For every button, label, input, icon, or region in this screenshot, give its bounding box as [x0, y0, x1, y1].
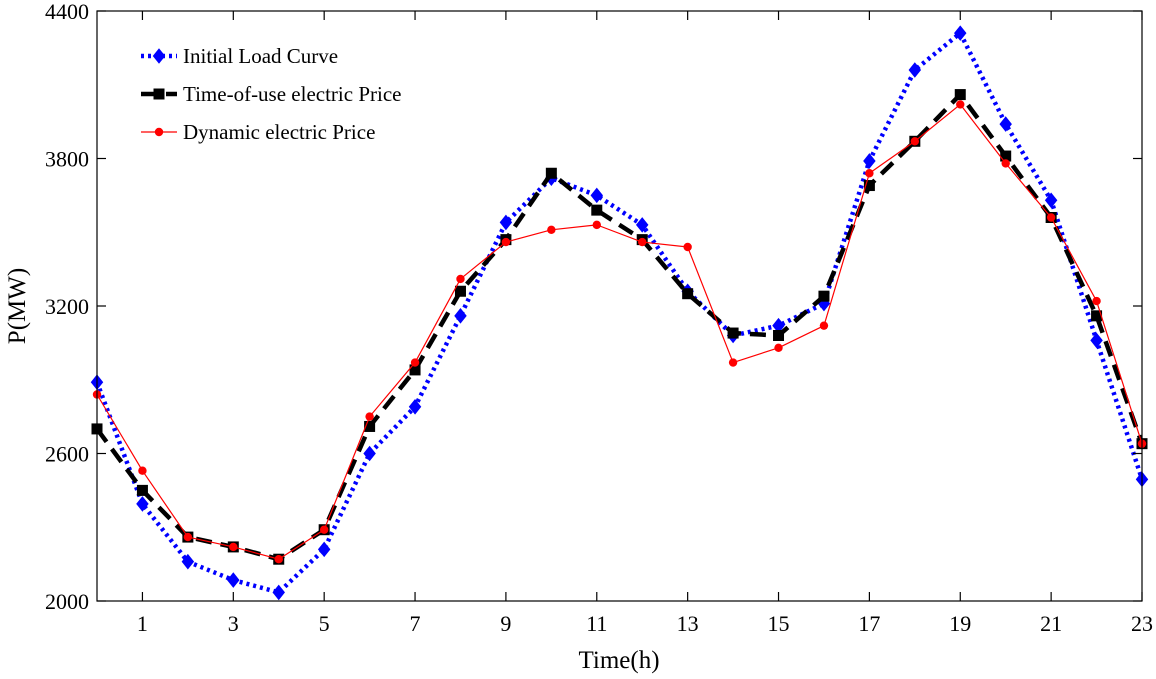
series-3-point [728, 358, 738, 367]
series-3-point [1046, 213, 1056, 222]
series-1-point [635, 217, 649, 233]
plot-area [97, 11, 1142, 601]
series-2-point [364, 420, 376, 432]
legend-label: Dynamic electric Price [183, 120, 375, 144]
x-axis-title: Time(h) [578, 647, 659, 674]
series-3-point [410, 358, 420, 367]
series-layer [90, 25, 1149, 601]
series-1-point [1090, 332, 1103, 349]
series-3-point [683, 242, 692, 252]
series-3-point [774, 343, 783, 352]
series-2-point [682, 288, 694, 300]
series-3-point [638, 237, 647, 247]
x-tick-label: 11 [586, 611, 607, 636]
y-tick-label: 3800 [45, 147, 89, 172]
series-2-point [727, 327, 739, 339]
x-tick-label: 21 [1040, 611, 1062, 636]
x-tick-label: 1 [137, 611, 148, 636]
series-3-point [910, 137, 920, 146]
series-2-point [954, 89, 966, 101]
x-axis-ticks: 1 3 5 7 9 11 13 15 17 19 21 23 [137, 11, 1153, 636]
legend-label: Initial Load Curve [183, 44, 338, 68]
series-1-point [136, 496, 149, 512]
series-3-point [1001, 159, 1010, 168]
series-1-point [363, 445, 376, 462]
legend-marker [152, 48, 166, 64]
series-1-point [181, 553, 195, 570]
y-axis-ticks: 2000 2600 3200 3800 4400 [45, 0, 1142, 614]
series-3-point [183, 532, 193, 542]
series-2-point [454, 285, 466, 297]
series-1-point [499, 214, 513, 231]
y-tick-label: 2600 [45, 442, 89, 467]
series-3-point [138, 466, 147, 475]
series-1-point [454, 308, 467, 324]
x-tick-label: 23 [1131, 611, 1153, 636]
series-2-point [1000, 150, 1012, 162]
series-3-point [501, 237, 511, 247]
series-2-point [818, 290, 830, 302]
x-tick-label: 5 [319, 611, 330, 636]
x-tick-label: 13 [677, 611, 699, 636]
series-2-point [545, 167, 557, 179]
series-3-point [547, 225, 556, 234]
series-1-point [227, 572, 240, 588]
series-1-point [272, 584, 285, 601]
y-tick-label: 3200 [45, 294, 89, 319]
x-tick-label: 9 [500, 611, 511, 636]
series-1-point [408, 398, 422, 415]
series-2-point [773, 330, 785, 341]
series-2-point [409, 364, 421, 376]
series-3-point [274, 555, 283, 564]
series-1-point [317, 541, 331, 558]
y-tick-label: 4400 [45, 0, 89, 24]
series-3-point [865, 169, 874, 178]
x-tick-label: 17 [858, 611, 880, 636]
x-tick-label: 7 [410, 611, 421, 636]
series-2-point [591, 204, 603, 216]
legend: Initial Load Curve Time-of-use electric P… [141, 44, 401, 144]
series-3-point [1092, 296, 1101, 306]
series-3-point [819, 321, 829, 330]
x-tick-label: 19 [949, 611, 971, 636]
series-2-point [863, 180, 875, 192]
series-1-point [954, 25, 967, 41]
x-tick-label: 15 [768, 611, 790, 636]
legend-marker [154, 127, 164, 137]
series-1-point [863, 153, 876, 169]
series-2-point [136, 484, 148, 496]
series-1 [90, 25, 1149, 601]
y-axis-title: P(MW) [4, 268, 31, 344]
legend-marker [153, 88, 165, 100]
series-1-line [94, 30, 1145, 595]
series-3-point [365, 412, 374, 421]
series-3-line [96, 103, 1143, 560]
series-2-point [1091, 310, 1103, 322]
series-1-point [1044, 192, 1058, 209]
series-1-point [590, 187, 604, 204]
series-1-point [908, 62, 922, 78]
series-1-point [999, 116, 1012, 132]
series-3-point [592, 220, 601, 230]
series-3-point [456, 274, 465, 284]
x-tick-label: 3 [228, 611, 239, 636]
y-tick-label: 2000 [45, 589, 89, 614]
series-3-point [956, 100, 965, 109]
series-3-point [319, 525, 329, 534]
series-3-point [229, 542, 238, 552]
legend-label: Time-of-use electric Price [183, 82, 401, 106]
series-3 [92, 100, 1147, 564]
